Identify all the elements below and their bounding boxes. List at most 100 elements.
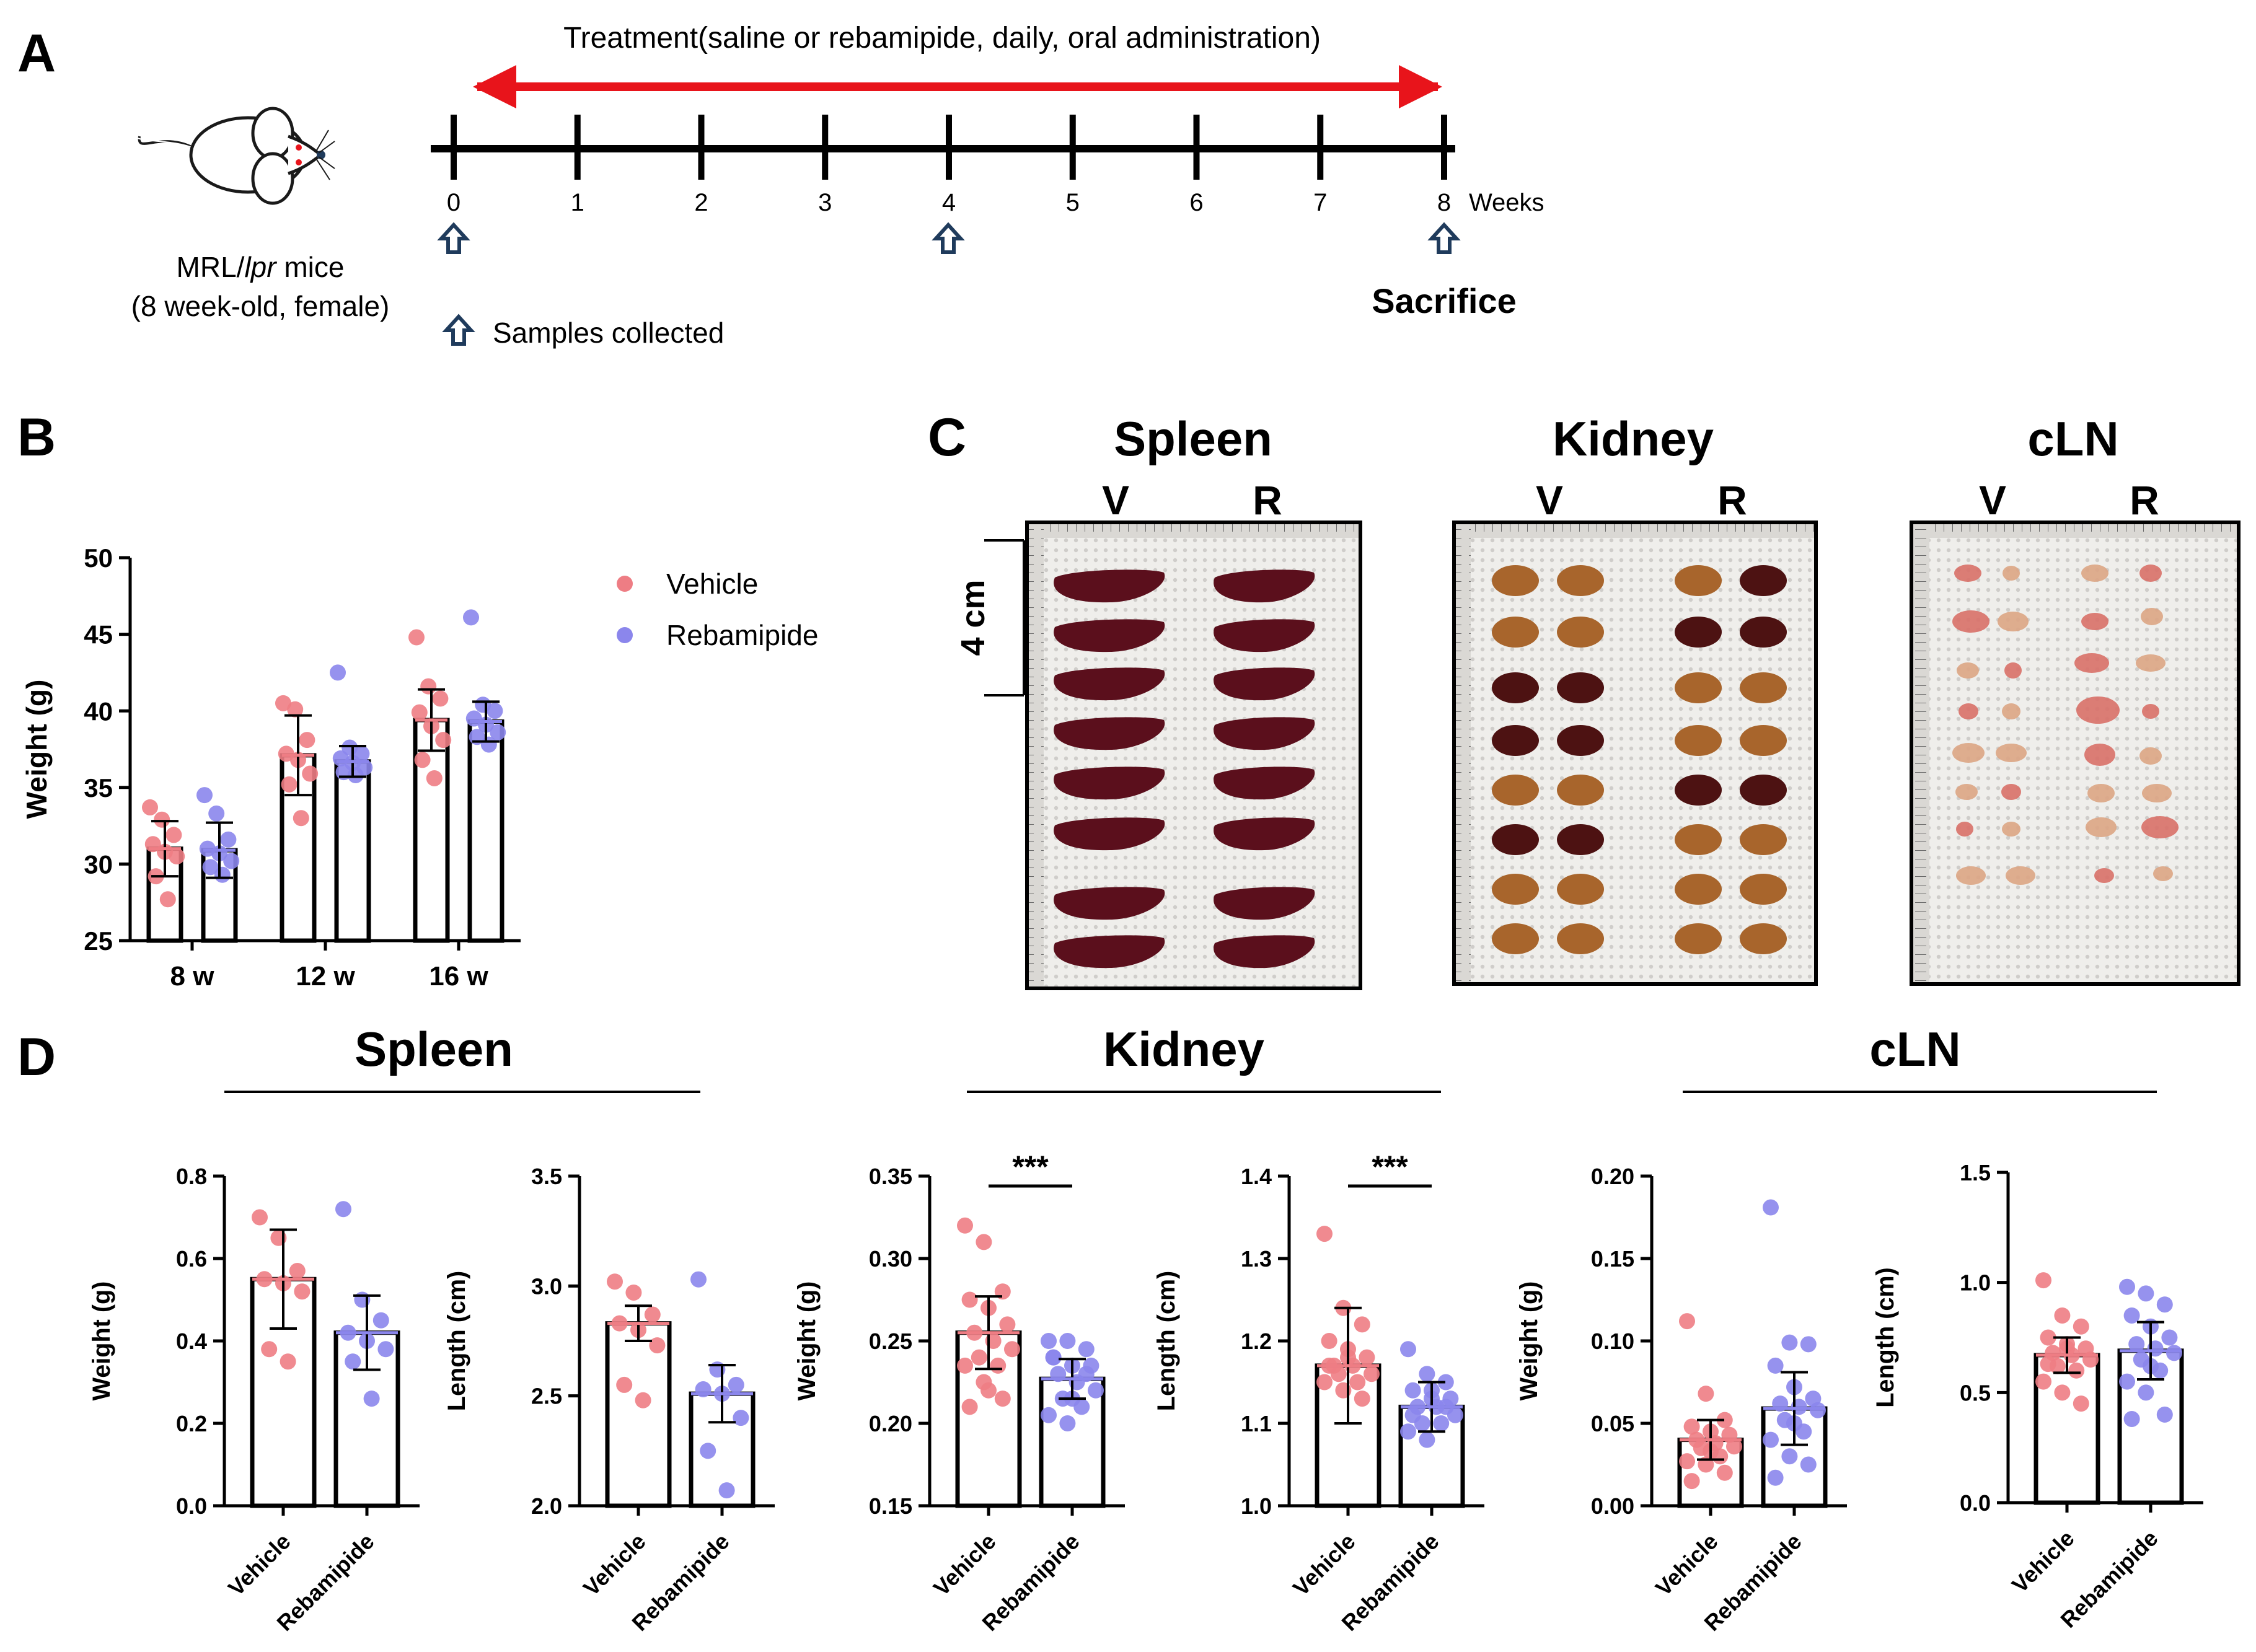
lymph-node xyxy=(1959,703,1978,719)
lymph-node xyxy=(2001,784,2021,800)
data-point xyxy=(1716,1412,1733,1428)
cln-v-label: V xyxy=(1979,477,2006,523)
spleen-v-label: V xyxy=(1102,477,1129,523)
data-point xyxy=(159,891,176,908)
y-tick-label: 0.6 xyxy=(176,1246,207,1272)
spleen-organ xyxy=(1214,935,1315,969)
data-point xyxy=(372,1312,389,1329)
y-tick-label: 0.2 xyxy=(176,1411,207,1436)
kidney-organ xyxy=(1492,617,1539,648)
data-point xyxy=(728,1376,744,1393)
lymph-node xyxy=(2003,566,2020,581)
kidney-organ xyxy=(1492,725,1539,756)
kidney-organ xyxy=(1557,672,1604,703)
x-tick-label: Vehicle xyxy=(1288,1529,1360,1601)
data-point xyxy=(2119,1373,2135,1390)
data-point xyxy=(1316,1226,1333,1242)
data-point xyxy=(154,811,170,828)
x-tick-label: Vehicle xyxy=(2007,1526,2079,1598)
up-arrow-icon xyxy=(441,225,466,252)
data-point xyxy=(223,853,240,869)
kidney-organ xyxy=(1675,617,1722,648)
up-arrow-icon xyxy=(936,225,961,252)
significance-label: *** xyxy=(1372,1149,1408,1184)
cln-title: cLN xyxy=(2027,411,2118,466)
data-point xyxy=(1716,1464,1733,1481)
kidney-organ xyxy=(1740,874,1787,905)
sacrifice-label: Sacrifice xyxy=(1372,281,1517,320)
data-point xyxy=(690,1271,707,1288)
kidney-r-label: R xyxy=(1717,477,1747,523)
y-tick-label: 1.4 xyxy=(1241,1164,1272,1189)
data-point xyxy=(142,799,158,815)
data-point xyxy=(971,1349,987,1366)
data-point xyxy=(1433,1415,1450,1431)
y-tick-label: 1.3 xyxy=(1241,1246,1272,1272)
samples-collected-label: Samples collected xyxy=(493,317,724,349)
timeline-tick-label: 2 xyxy=(694,189,708,216)
lymph-node xyxy=(1952,743,1985,763)
lymph-node xyxy=(2004,662,2022,679)
timeline-tick-label: 0 xyxy=(447,189,460,216)
y-axis-label: Length (cm) xyxy=(1872,1267,1899,1407)
data-point xyxy=(635,1392,651,1408)
lymph-node xyxy=(2086,817,2117,837)
data-point xyxy=(335,1201,351,1218)
data-point xyxy=(2054,1307,2071,1324)
lymph-node xyxy=(2136,654,2166,672)
data-point xyxy=(1088,1382,1104,1399)
data-point xyxy=(1763,1431,1779,1448)
timeline-tick-label: 4 xyxy=(942,189,956,216)
lymph-node xyxy=(1955,784,1978,800)
data-point xyxy=(999,1316,1016,1333)
scale-bar-label: 4 cm xyxy=(954,579,992,656)
y-tick-label: 1.2 xyxy=(1241,1329,1272,1354)
y-tick-label: 0.05 xyxy=(1591,1411,1634,1436)
spleen-organ xyxy=(1214,717,1315,750)
data-point xyxy=(1354,1391,1370,1407)
data-point xyxy=(961,1291,978,1308)
data-point xyxy=(1419,1366,1435,1382)
y-tick-label: 35 xyxy=(84,773,113,802)
data-point xyxy=(957,1217,973,1234)
data-point xyxy=(1698,1386,1714,1402)
data-point xyxy=(649,1337,666,1354)
data-point xyxy=(700,1443,716,1459)
lymph-node xyxy=(1957,662,1979,679)
kidney-organ xyxy=(1740,824,1787,855)
data-point xyxy=(330,664,346,681)
y-tick-label: 0.15 xyxy=(1591,1246,1634,1272)
timeline-tick-label: 6 xyxy=(1189,189,1203,216)
data-point xyxy=(2156,1296,2173,1313)
lymph-node xyxy=(2142,704,2159,719)
data-point xyxy=(2119,1278,2135,1295)
kidney-organ xyxy=(1675,923,1722,954)
kidney-organ xyxy=(1740,672,1787,703)
data-point xyxy=(293,810,309,827)
timeline-tick-label: 5 xyxy=(1066,189,1080,216)
kidney-organ xyxy=(1557,824,1604,855)
kidney-v-label: V xyxy=(1536,477,1563,523)
spleen-organ xyxy=(1054,717,1165,750)
spleen-organ xyxy=(1054,767,1165,800)
data-point xyxy=(1349,1374,1366,1391)
data-point xyxy=(1059,1333,1076,1349)
panel-d: D Spleen Kidney cLN 0.0 0.2 0.4 0.6 0.8 Weigh… xyxy=(17,1022,2203,1636)
data-point xyxy=(363,1391,380,1407)
kidney-organ xyxy=(1675,874,1722,905)
treatment-label: Treatment(saline or rebamipide, daily, o… xyxy=(563,22,1321,55)
data-point xyxy=(165,827,182,843)
cln-photo xyxy=(1910,521,2241,986)
mouse-age-label: (8 week-old, female) xyxy=(131,290,390,322)
data-point xyxy=(1781,1334,1798,1351)
data-point xyxy=(1041,1333,1057,1349)
panel-a: A MRL/lpr mice (8 week-old, female) Trea… xyxy=(17,22,1544,349)
kidney-photo xyxy=(1452,521,1818,986)
timeline-tick-label: 3 xyxy=(818,189,832,216)
y-axis-label: Length (cm) xyxy=(1153,1271,1180,1411)
data-point xyxy=(487,703,503,719)
weeks-label: Weeks xyxy=(1469,189,1544,216)
